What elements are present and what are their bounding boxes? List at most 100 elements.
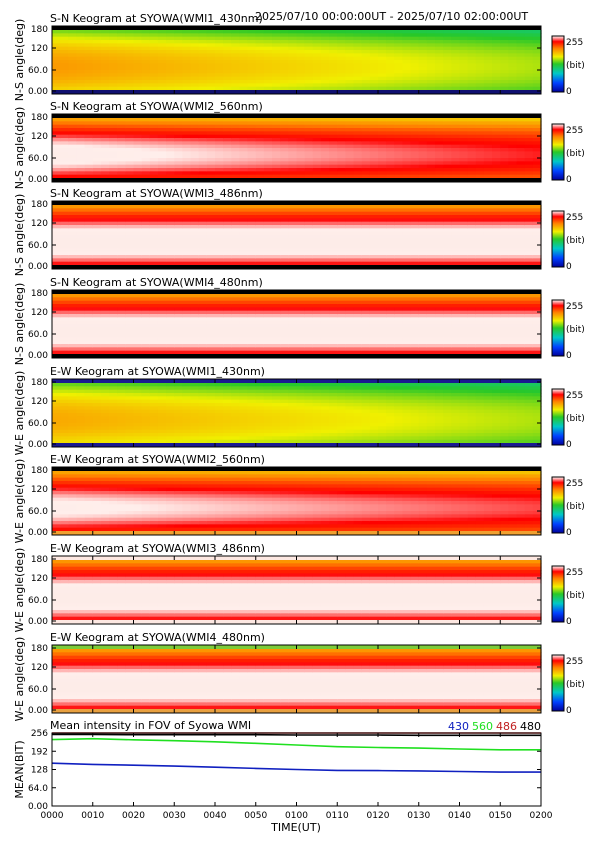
keogram-cell xyxy=(483,344,493,348)
keogram-cell xyxy=(263,297,273,302)
keogram-cell xyxy=(312,80,322,84)
keogram-cell xyxy=(532,350,542,355)
keogram-cell xyxy=(524,131,534,136)
keogram-cell xyxy=(92,297,102,302)
keogram-cell xyxy=(125,215,135,219)
keogram-cell xyxy=(451,30,461,34)
keogram-cell xyxy=(418,30,428,34)
keogram-cell xyxy=(459,128,469,132)
keogram-cell xyxy=(508,241,518,246)
keogram-cell xyxy=(508,205,518,209)
keogram-cell xyxy=(459,40,469,44)
keogram-cell xyxy=(369,70,379,74)
keogram-cell xyxy=(394,168,404,172)
keogram-cell xyxy=(117,399,126,404)
keogram-cell xyxy=(369,261,379,266)
keogram-cell xyxy=(215,406,224,411)
keogram-cell xyxy=(223,350,232,355)
keogram-cell xyxy=(492,258,501,263)
keogram-cell xyxy=(84,426,94,431)
keogram-cell xyxy=(149,350,159,355)
keogram-cell xyxy=(418,211,428,216)
keogram-cell xyxy=(174,221,183,226)
keogram-cell xyxy=(182,409,192,414)
keogram-cell xyxy=(345,215,355,219)
keogram-cell xyxy=(475,238,485,243)
keogram-cell xyxy=(149,151,159,156)
keogram-cell xyxy=(451,168,461,172)
keogram-cell xyxy=(166,426,175,431)
keogram-cell xyxy=(157,334,167,338)
keogram-cell xyxy=(125,124,135,129)
keogram-cell xyxy=(418,327,428,332)
keogram-cell xyxy=(386,80,395,84)
keogram-cell xyxy=(92,63,102,68)
keogram-cell xyxy=(500,310,509,315)
keogram-cell xyxy=(117,30,126,34)
keogram-cell xyxy=(402,171,412,176)
keogram-cell xyxy=(206,60,216,64)
keogram-cell xyxy=(532,174,542,179)
keogram-cell xyxy=(215,73,224,78)
keogram-cell xyxy=(426,215,436,219)
keogram-cell xyxy=(378,307,387,312)
keogram-cell xyxy=(68,80,78,84)
keogram-cell xyxy=(329,40,338,44)
keogram-cell xyxy=(133,245,143,249)
keogram-cell xyxy=(483,235,493,239)
keogram-cell xyxy=(231,168,241,172)
keogram-cell xyxy=(198,235,208,239)
keogram-cell xyxy=(378,151,387,156)
keogram-cell xyxy=(443,66,452,71)
keogram-cell xyxy=(296,66,306,71)
keogram-cell xyxy=(280,53,289,58)
keogram-cell xyxy=(109,248,118,253)
keogram-cell xyxy=(198,307,208,312)
keogram-cell xyxy=(198,324,208,328)
keogram-cell xyxy=(320,46,330,51)
keogram-cell xyxy=(149,399,159,404)
keogram-cell xyxy=(451,158,461,162)
keogram-cell xyxy=(378,235,387,239)
keogram-cell xyxy=(272,218,281,223)
keogram-cell xyxy=(52,76,61,81)
keogram-cell xyxy=(68,148,78,152)
keogram-cell xyxy=(524,255,534,259)
keogram-cell xyxy=(378,171,387,176)
keogram-cell xyxy=(206,403,216,407)
keogram-cell xyxy=(435,218,444,223)
keogram-cell xyxy=(532,36,542,41)
keogram-cell xyxy=(378,300,387,305)
keogram-cell xyxy=(141,340,151,345)
keogram-cell xyxy=(247,53,257,58)
keogram-cell xyxy=(174,337,183,342)
keogram-cell xyxy=(76,158,86,162)
keogram-cell xyxy=(149,330,159,335)
keogram-cell xyxy=(394,231,404,236)
keogram-cell xyxy=(190,121,200,126)
keogram-cell xyxy=(60,248,69,253)
keogram-cell xyxy=(223,307,232,312)
keogram-cell xyxy=(337,164,346,169)
keogram-cell xyxy=(117,386,126,391)
keogram-cell xyxy=(361,307,371,312)
keogram-cell xyxy=(157,131,167,136)
keogram-cell xyxy=(255,344,265,348)
keogram-cell xyxy=(84,73,94,78)
keogram-cell xyxy=(255,300,265,305)
keogram-cell xyxy=(386,46,395,51)
keogram-cell xyxy=(435,154,444,159)
keogram-cell xyxy=(272,205,281,209)
keogram-cell xyxy=(109,403,118,407)
keogram-cell xyxy=(109,121,118,126)
keogram-cell xyxy=(296,228,306,233)
keogram-cell xyxy=(435,56,444,61)
keogram-cell xyxy=(272,337,281,342)
keogram-cell xyxy=(255,205,265,209)
keogram-cell xyxy=(206,144,216,149)
keogram-cell xyxy=(467,205,477,209)
keogram-cell xyxy=(255,215,265,219)
keogram-cell xyxy=(182,350,192,355)
keogram-cell xyxy=(231,399,241,404)
keogram-cell xyxy=(337,330,346,335)
